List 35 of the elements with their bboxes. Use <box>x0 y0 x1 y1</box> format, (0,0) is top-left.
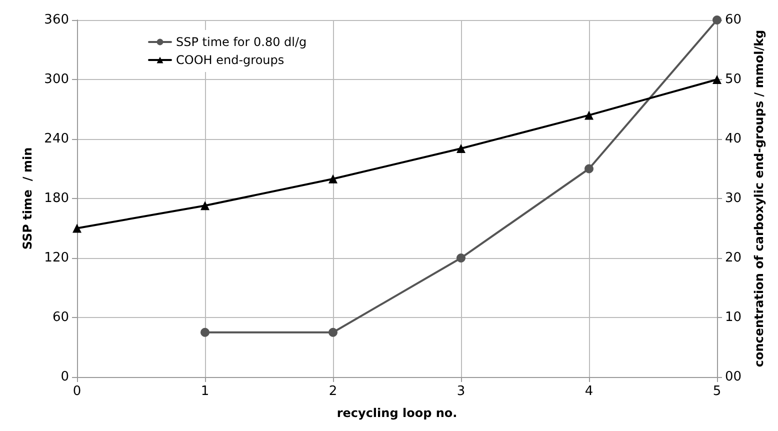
point <box>328 174 338 184</box>
y2-tick-label: 10 <box>725 310 742 325</box>
legend-label: COOH end-groups <box>176 53 284 67</box>
y-tick-label: 240 <box>44 132 69 146</box>
x-tick-label: 2 <box>328 384 338 399</box>
y-tick-label: 120 <box>44 250 69 266</box>
y2-tick-label: 00 <box>725 370 742 384</box>
y-tick-label: 180 <box>44 191 69 206</box>
x-tick-label: 4 <box>584 384 594 399</box>
y2-axis-title: concentration of carboxylic end-groups / mmol/kg <box>752 30 766 368</box>
y-axis-title: SSP time / min <box>20 147 34 250</box>
legend-label: SSP time for 0.80 dl/g <box>176 35 307 49</box>
point <box>712 75 722 84</box>
x-tick-label: 5 <box>712 384 722 399</box>
y-tick-label: 300 <box>44 72 69 87</box>
y2-tick-label: 30 <box>725 191 742 206</box>
point <box>200 328 210 337</box>
x-tick-label: 0 <box>72 384 82 399</box>
point <box>328 328 338 337</box>
x-axis-title: recycling loop no. <box>336 406 458 420</box>
y2-tick-label: 40 <box>725 132 742 146</box>
y2-tick-label: 20 <box>725 250 742 266</box>
point <box>200 201 210 210</box>
point <box>456 254 466 262</box>
y-tick-label: 60 <box>52 310 69 325</box>
y-tick-label: 0 <box>60 370 69 384</box>
y2-tick-label: 60 <box>725 12 742 28</box>
point <box>584 110 594 120</box>
x-tick-label: 1 <box>200 384 210 399</box>
point <box>584 164 594 174</box>
point <box>72 224 82 233</box>
point <box>456 144 466 154</box>
y-tick-label: 360 <box>44 12 69 28</box>
y2-tick-label: 50 <box>725 72 742 87</box>
x-tick-label: 3 <box>456 384 466 399</box>
